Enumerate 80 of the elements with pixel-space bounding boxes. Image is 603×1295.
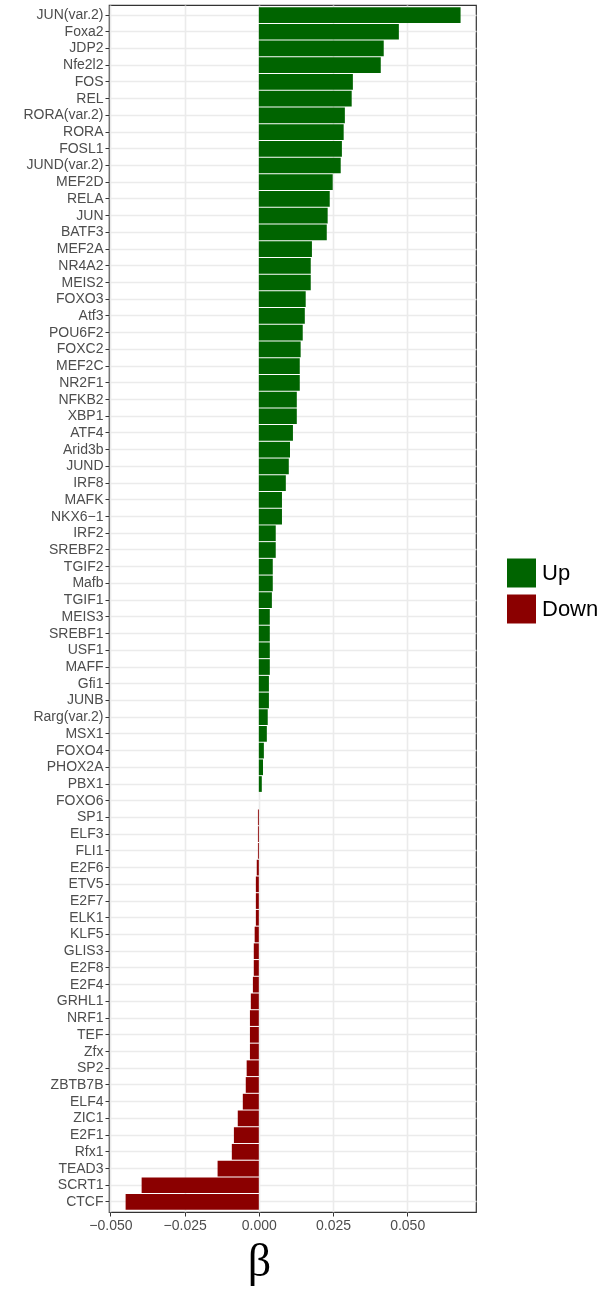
y-tick-label: SREBF1 bbox=[49, 624, 104, 641]
y-tick-label: JUN bbox=[76, 206, 104, 223]
y-tick-label: XBP1 bbox=[67, 407, 104, 424]
y-tick-label: TEF bbox=[77, 1025, 104, 1042]
y-tick-label: Rfx1 bbox=[74, 1142, 104, 1159]
y-tick-label: SCRT1 bbox=[57, 1176, 104, 1193]
y-tick-label: E2F6 bbox=[70, 858, 104, 875]
y-tick-label: FOXO3 bbox=[56, 290, 104, 307]
y-tick-label: IRF2 bbox=[73, 524, 104, 541]
y-tick-label: CTCF bbox=[66, 1192, 104, 1209]
y-tick-label: PHOX2A bbox=[46, 758, 105, 775]
y-tick-label: MSX1 bbox=[65, 724, 104, 741]
y-tick-label: Atf3 bbox=[78, 306, 104, 323]
x-axis-title: β bbox=[247, 1234, 272, 1286]
y-tick-label: NKX6−1 bbox=[50, 507, 104, 524]
y-tick-label: ATF4 bbox=[70, 423, 104, 440]
y-tick-label: MAFF bbox=[65, 658, 104, 675]
y-tick-label: GRHL1 bbox=[56, 992, 104, 1009]
y-tick-label: FOXO6 bbox=[56, 791, 104, 808]
y-tick-label: ZBTB7B bbox=[50, 1075, 104, 1092]
y-tick-label: USF1 bbox=[67, 641, 104, 658]
y-tick-label: JUND(var.2) bbox=[26, 156, 104, 173]
y-tick-label: JUND bbox=[66, 457, 104, 474]
y-tick-label: E2F8 bbox=[70, 958, 104, 975]
y-tick-label: TGIF2 bbox=[63, 557, 104, 574]
y-tick-label: ELF3 bbox=[70, 825, 104, 842]
x-tick-label: 0.025 bbox=[315, 1216, 352, 1233]
y-tick-label: NR4A2 bbox=[58, 256, 104, 273]
y-tick-label: ETV5 bbox=[68, 875, 104, 892]
y-tick-label: KLF5 bbox=[70, 925, 104, 942]
y-tick-label: ZIC1 bbox=[73, 1109, 104, 1126]
y-tick-label: TGIF1 bbox=[63, 591, 104, 608]
y-tick-label: Zfx bbox=[84, 1042, 104, 1059]
y-tick-label: PBX1 bbox=[67, 775, 104, 792]
y-tick-label: FOS bbox=[74, 72, 104, 89]
y-tick-label: GLIS3 bbox=[63, 942, 104, 959]
y-tick-label: ELF4 bbox=[70, 1092, 104, 1109]
legend-label: Up bbox=[542, 560, 571, 585]
y-tick-label: Arid3b bbox=[63, 440, 104, 457]
x-tick-label: 0.000 bbox=[241, 1216, 278, 1233]
x-tick-label: 0.050 bbox=[390, 1216, 426, 1233]
y-tick-label: Nfe2l2 bbox=[63, 56, 104, 73]
y-tick-label: RELA bbox=[66, 189, 105, 206]
y-tick-label: FLI1 bbox=[75, 841, 104, 858]
y-tick-label: JUN(var.2) bbox=[36, 6, 104, 23]
y-tick-label: MEF2D bbox=[56, 173, 104, 190]
y-tick-label: MEIS3 bbox=[61, 607, 104, 624]
y-tick-label: Gfi1 bbox=[77, 674, 104, 691]
legend-label: Down bbox=[542, 596, 599, 621]
y-tick-label: Mafb bbox=[72, 574, 104, 591]
y-tick-label: SREBF2 bbox=[49, 540, 104, 557]
y-tick-label: REL bbox=[76, 89, 104, 106]
y-tick-label: ELK1 bbox=[69, 908, 104, 925]
y-tick-label: JDP2 bbox=[69, 39, 104, 56]
y-tick-label: E2F4 bbox=[70, 975, 104, 992]
y-tick-label: NR2F1 bbox=[59, 373, 104, 390]
y-tick-label: MEF2C bbox=[56, 357, 104, 374]
y-tick-label: E2F1 bbox=[70, 1126, 104, 1143]
y-tick-label: BATF3 bbox=[60, 223, 104, 240]
y-tick-label: E2F7 bbox=[70, 892, 104, 909]
y-tick-label: POU6F2 bbox=[49, 323, 104, 340]
x-tick-label: −0.025 bbox=[163, 1216, 207, 1233]
y-tick-label: IRF8 bbox=[73, 474, 104, 491]
y-tick-label: MEF2A bbox=[56, 240, 105, 257]
y-tick-label: FOXC2 bbox=[56, 340, 104, 357]
y-tick-label: MEIS2 bbox=[61, 273, 104, 290]
x-tick-label: −0.050 bbox=[89, 1216, 133, 1233]
y-tick-label: Foxa2 bbox=[64, 22, 104, 39]
y-tick-label: JUNB bbox=[66, 691, 104, 708]
y-tick-label: Rarg(var.2) bbox=[33, 708, 104, 725]
y-tick-label: SP1 bbox=[77, 808, 104, 825]
y-tick-label: TEAD3 bbox=[58, 1159, 104, 1176]
y-tick-label: SP2 bbox=[77, 1059, 104, 1076]
y-tick-label: FOXO4 bbox=[56, 741, 104, 758]
y-tick-label: NFKB2 bbox=[58, 390, 104, 407]
y-tick-label: NRF1 bbox=[66, 1009, 104, 1026]
y-tick-label: RORA(var.2) bbox=[23, 106, 104, 123]
y-tick-label: MAFK bbox=[64, 490, 105, 507]
y-tick-label: FOSL1 bbox=[59, 139, 104, 156]
y-tick-label: RORA bbox=[63, 123, 105, 140]
